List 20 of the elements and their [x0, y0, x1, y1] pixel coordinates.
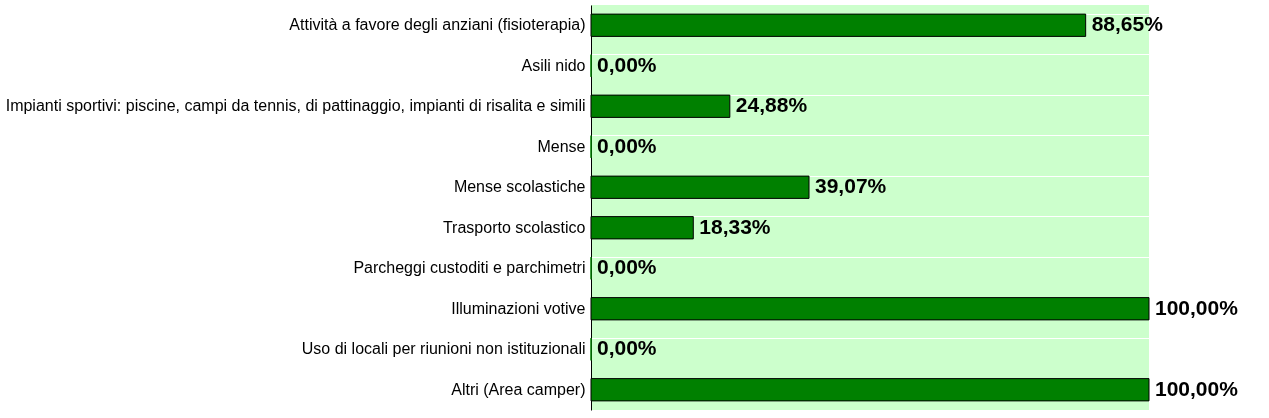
y-tick-label: Impianti sportivi: piscine, campi da tennis, di pattinaggio, impianti di risalita e simili [5, 97, 586, 115]
y-tick-label: Mense scolastiche [453, 178, 586, 196]
data-label: 0,00% [597, 133, 657, 157]
data-label: 0,00% [597, 52, 657, 76]
y-tick-label: Illuminazioni votive [451, 299, 586, 317]
y-tick-label: Altri (Area camper) [451, 380, 586, 398]
y-tick-label: Mense [537, 137, 586, 155]
data-label: 18,33% [699, 214, 771, 238]
data-label: 100,00% [1155, 376, 1239, 400]
data-label: 100,00% [1155, 295, 1239, 319]
y-tick-label: Attività a favore degli anziani (fisioterapia) [289, 16, 586, 34]
data-label: 88,65% [1091, 12, 1164, 36]
y-tick-label: Asili nido [521, 56, 586, 74]
y-tick-label: Uso di locali per riunioni non istituzionali [301, 340, 586, 358]
data-label: 24,88% [735, 93, 808, 117]
data-label: 39,07% [815, 174, 887, 198]
data-label: 0,00% [597, 336, 657, 360]
data-label: 0,00% [597, 255, 657, 279]
y-tick-label: Trasporto scolastico [442, 218, 586, 236]
y-tick-label: Parcheggi custoditi e parchimetri [353, 259, 586, 277]
